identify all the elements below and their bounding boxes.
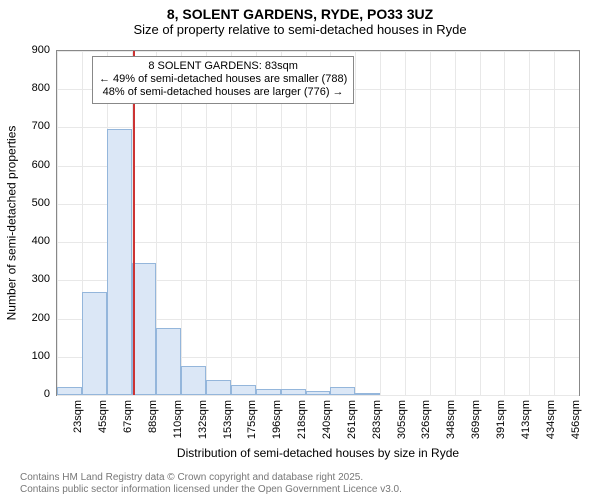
histogram-bar	[355, 393, 380, 395]
annotation-line-1: 8 SOLENT GARDENS: 83sqm	[99, 60, 347, 73]
gridline-v	[455, 51, 456, 395]
chart-footer: Contains HM Land Registry data © Crown c…	[20, 472, 402, 496]
histogram-bar	[330, 387, 355, 395]
x-tick-label: 283sqm	[371, 400, 383, 439]
x-tick-label: 413sqm	[520, 400, 532, 439]
chart-title: 8, SOLENT GARDENS, RYDE, PO33 3UZ	[0, 0, 600, 22]
histogram-bar	[132, 263, 157, 395]
x-tick-label: 326sqm	[420, 400, 432, 439]
chart-subtitle: Size of property relative to semi-detach…	[0, 22, 600, 41]
x-tick-label: 218sqm	[296, 400, 308, 439]
gridline-v	[554, 51, 555, 395]
x-axis-title: Distribution of semi-detached houses by …	[56, 446, 580, 460]
histogram-bar	[306, 391, 331, 395]
gridline-h	[57, 242, 579, 243]
annotation-line-2: ← 49% of semi-detached houses are smalle…	[99, 73, 347, 86]
histogram-bar	[181, 366, 206, 395]
x-tick-label: 153sqm	[222, 400, 234, 439]
x-tick-label: 305sqm	[396, 400, 408, 439]
x-tick-label: 240sqm	[321, 400, 333, 439]
x-tick-label: 348sqm	[445, 400, 457, 439]
gridline-h	[57, 204, 579, 205]
gridline-h	[57, 166, 579, 167]
histogram-bar	[57, 387, 82, 395]
annotation-box: 8 SOLENT GARDENS: 83sqm← 49% of semi-det…	[92, 56, 354, 104]
x-tick-label: 132sqm	[197, 400, 209, 439]
y-tick-label: 0	[44, 388, 50, 400]
y-tick-label: 700	[32, 120, 50, 132]
gridline-v	[405, 51, 406, 395]
x-tick-label: 369sqm	[470, 400, 482, 439]
histogram-bar	[156, 328, 181, 395]
histogram-bar	[281, 389, 306, 395]
x-tick-label: 175sqm	[246, 400, 258, 439]
footer-line-1: Contains HM Land Registry data © Crown c…	[20, 472, 402, 484]
histogram-bar	[256, 389, 281, 395]
gridline-v	[480, 51, 481, 395]
y-tick-label: 500	[32, 197, 50, 209]
gridline-v	[430, 51, 431, 395]
histogram-bar	[107, 129, 132, 395]
y-axis: 0100200300400500600700800900	[0, 50, 54, 396]
y-tick-label: 800	[32, 82, 50, 94]
gridline-v	[380, 51, 381, 395]
x-tick-label: 67sqm	[122, 400, 134, 433]
y-tick-label: 100	[32, 350, 50, 362]
y-tick-label: 400	[32, 235, 50, 247]
histogram-bar	[206, 380, 231, 395]
x-tick-label: 23sqm	[72, 400, 84, 433]
gridline-h	[57, 51, 579, 52]
gridline-v	[504, 51, 505, 395]
footer-line-2: Contains public sector information licen…	[20, 484, 402, 496]
x-tick-label: 88sqm	[147, 400, 159, 433]
annotation-line-3: 48% of semi-detached houses are larger (…	[99, 86, 347, 99]
gridline-v	[355, 51, 356, 395]
y-tick-label: 200	[32, 312, 50, 324]
gridline-v	[57, 51, 58, 395]
x-tick-label: 196sqm	[271, 400, 283, 439]
histogram-bar	[231, 385, 256, 395]
property-size-chart: 8, SOLENT GARDENS, RYDE, PO33 3UZ Size o…	[0, 0, 600, 500]
x-tick-label: 434sqm	[545, 400, 557, 439]
x-tick-label: 456sqm	[570, 400, 582, 439]
x-tick-label: 391sqm	[495, 400, 507, 439]
x-tick-label: 110sqm	[172, 400, 184, 438]
gridline-v	[529, 51, 530, 395]
histogram-bar	[82, 292, 107, 395]
y-tick-label: 600	[32, 159, 50, 171]
x-tick-label: 45sqm	[97, 400, 109, 433]
y-tick-label: 300	[32, 273, 50, 285]
y-tick-label: 900	[32, 44, 50, 56]
plot-area: 8 SOLENT GARDENS: 83sqm← 49% of semi-det…	[56, 50, 580, 396]
x-tick-label: 261sqm	[346, 400, 358, 439]
gridline-h	[57, 127, 579, 128]
